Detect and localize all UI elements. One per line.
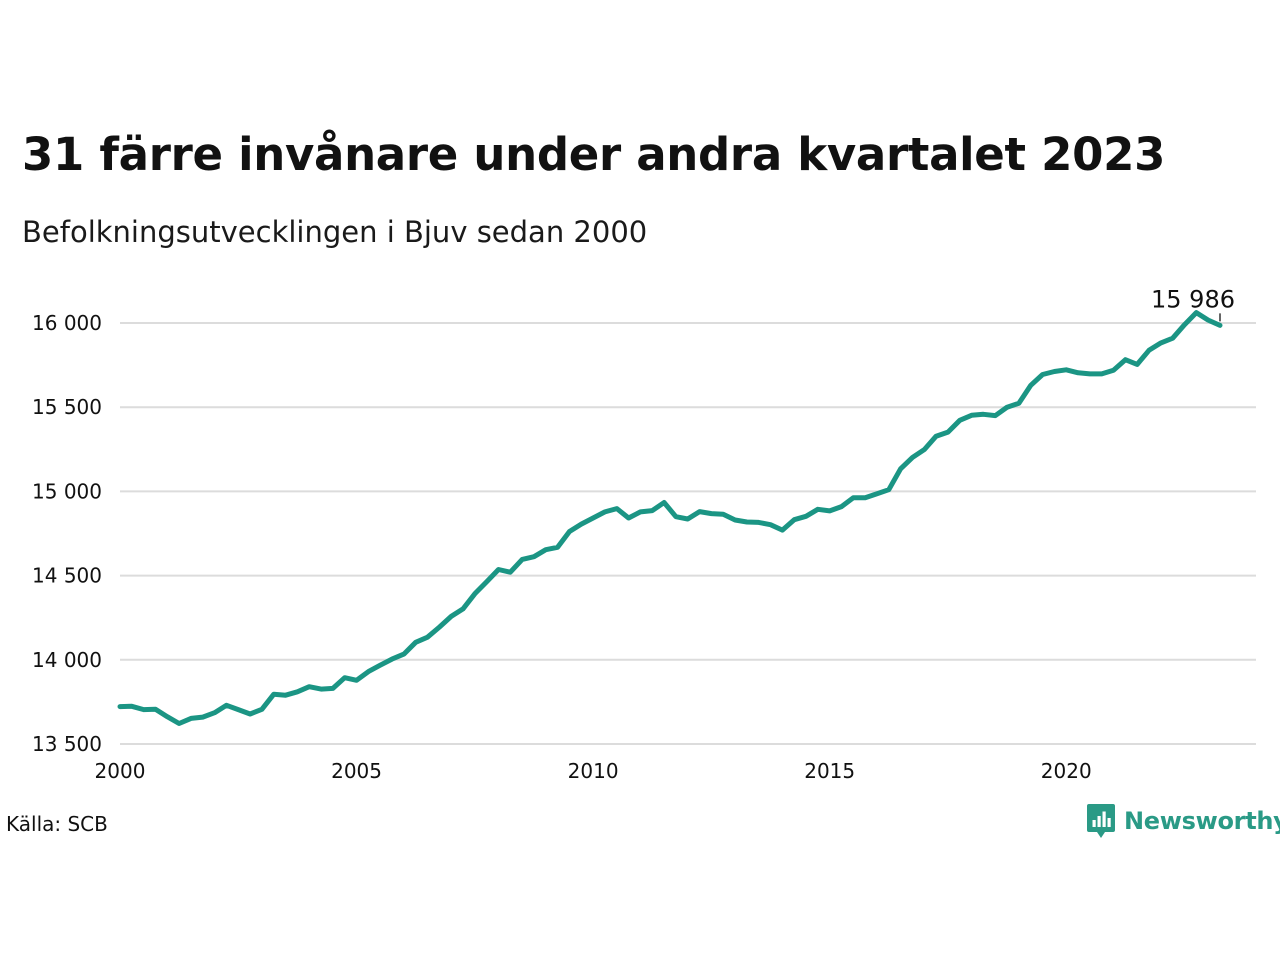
x-tick-label: 2015 — [804, 759, 855, 783]
chart-title: 31 färre invånare under andra kvartalet … — [22, 128, 1166, 181]
series-line — [117, 310, 1223, 726]
x-tick-label: 2000 — [95, 759, 146, 783]
x-tick-label: 2010 — [568, 759, 619, 783]
x-tick-label: 2020 — [1041, 759, 1092, 783]
y-tick-label: 13 500 — [32, 732, 102, 756]
brand-name: Newsworthy — [1124, 807, 1280, 835]
gridlines — [120, 322, 1256, 745]
series-layer — [117, 310, 1223, 726]
x-tick-label: 2005 — [331, 759, 382, 783]
y-tick-label: 14 500 — [32, 564, 102, 588]
y-tick-label: 15 500 — [32, 395, 102, 419]
x-axis-tick-labels: 2000 2005 2010 2015 2020 — [95, 759, 1092, 783]
annotation-label: 15 986 — [1151, 285, 1235, 313]
y-tick-label: 14 000 — [32, 648, 102, 672]
y-tick-label: 15 000 — [32, 479, 102, 503]
line-chart: 13 500 14 000 14 500 15 000 15 500 16 000 200… — [32, 285, 1256, 783]
newsworthy-logo-icon — [1087, 804, 1115, 838]
brand-logo: Newsworthy — [1086, 803, 1280, 839]
source-note: Källa: SCB — [6, 812, 108, 836]
y-axis-tick-labels: 13 500 14 000 14 500 15 000 15 500 16 000 — [32, 311, 102, 756]
y-tick-label: 16 000 — [32, 311, 102, 335]
annotation-layer: 15 986 — [1151, 285, 1235, 322]
chart-subtitle: Befolkningsutvecklingen i Bjuv sedan 200… — [22, 215, 648, 249]
